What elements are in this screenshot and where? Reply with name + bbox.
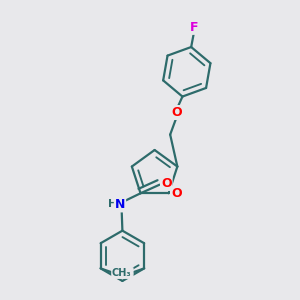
Text: CH₃: CH₃ xyxy=(112,268,132,278)
Text: N: N xyxy=(115,198,125,212)
Text: O: O xyxy=(171,187,181,200)
Text: O: O xyxy=(172,106,182,119)
Text: CH₃: CH₃ xyxy=(113,268,133,278)
Text: O: O xyxy=(161,177,172,190)
Text: F: F xyxy=(189,21,198,34)
Text: H: H xyxy=(108,199,118,209)
